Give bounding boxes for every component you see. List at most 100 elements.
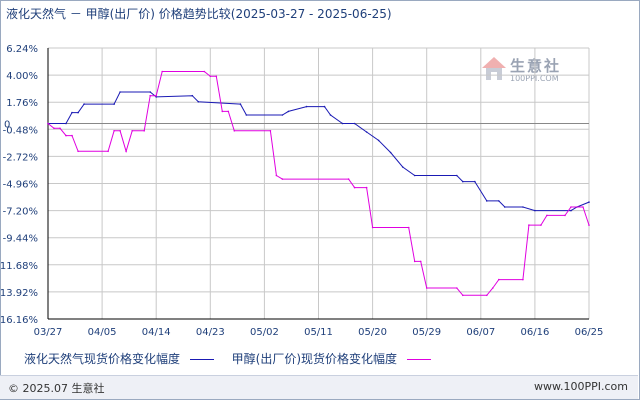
data-point-lng	[341, 122, 344, 125]
data-point-methanol	[462, 294, 464, 297]
chart-title: 液化天然气 － 甲醇(出厂价) 价格趋势比较(2025-03-27 - 2025…	[6, 7, 392, 21]
y-tick-label: -4.96%	[3, 180, 38, 191]
data-point-methanol	[47, 122, 49, 125]
data-point-methanol	[143, 130, 145, 132]
data-point-lng	[83, 103, 85, 105]
data-point-lng	[413, 174, 416, 177]
data-point-lng	[119, 91, 121, 93]
legend-item-lng: 液化天然气现货价格变化幅度	[24, 350, 214, 367]
data-point-methanol	[456, 287, 458, 289]
data-point-methanol	[155, 94, 157, 97]
data-point-lng	[323, 105, 326, 108]
data-point-lng	[149, 91, 151, 93]
data-point-lng	[155, 96, 157, 98]
data-point-lng	[245, 114, 248, 116]
data-point-methanol	[498, 278, 500, 281]
data-point-methanol	[59, 127, 61, 130]
data-point-methanol	[413, 260, 416, 263]
data-point-methanol	[582, 206, 584, 208]
x-tick-label: 05/20	[358, 327, 387, 338]
zero-label: 0	[4, 119, 10, 130]
y-tick-label: 1.76%	[6, 98, 38, 109]
watermark-url: 100PPI.COM	[510, 74, 559, 83]
legend-item-methanol: 甲醇(出厂价)现货价格变化幅度	[232, 350, 431, 367]
legend-label-lng: 液化天然气现货价格变化幅度	[24, 352, 181, 366]
data-point-lng	[401, 166, 404, 168]
data-point-lng	[570, 209, 572, 212]
data-point-methanol	[233, 130, 236, 132]
data-point-methanol	[564, 214, 566, 217]
x-tick-label: 06/07	[466, 327, 495, 338]
data-point-methanol	[71, 134, 73, 137]
y-tick-label: -2.72%	[3, 152, 38, 163]
data-point-lng	[287, 110, 290, 113]
data-point-lng	[197, 100, 200, 103]
x-tick-label: 06/16	[520, 327, 549, 338]
data-point-methanol	[419, 260, 422, 263]
data-point-lng	[389, 151, 392, 154]
y-tick-label: -0.48%	[3, 125, 38, 136]
data-point-lng	[588, 201, 590, 203]
data-point-methanol	[107, 150, 109, 153]
data-point-methanol	[407, 226, 410, 229]
y-tick-label: -7.20%	[3, 207, 38, 218]
site-url[interactable]: www.100PPI.com	[534, 380, 628, 393]
data-point-methanol	[353, 186, 356, 189]
data-point-methanol	[131, 130, 133, 132]
data-point-methanol	[215, 75, 218, 78]
x-tick-label: 06/25	[575, 327, 604, 338]
data-point-lng	[498, 200, 500, 202]
series-line-lng	[48, 91, 590, 212]
data-point-methanol	[161, 70, 163, 73]
data-point-lng	[305, 105, 308, 108]
data-point-methanol	[125, 150, 127, 153]
data-point-lng	[456, 174, 458, 177]
data-point-lng	[474, 180, 476, 183]
data-point-methanol	[540, 224, 542, 226]
data-point-lng	[239, 103, 242, 105]
legend: 液化天然气现货价格变化幅度 甲醇(出厂价)现货价格变化幅度	[24, 350, 445, 367]
y-tick-label: 4.00%	[6, 71, 38, 82]
data-point-lng	[462, 180, 464, 183]
data-point-methanol	[119, 130, 121, 132]
data-point-methanol	[77, 150, 79, 153]
data-point-lng	[534, 209, 536, 212]
x-tick-label: 04/05	[88, 327, 117, 338]
data-point-lng	[377, 139, 380, 142]
x-tick-label: 05/11	[304, 327, 333, 338]
data-point-lng	[522, 206, 524, 208]
data-point-lng	[329, 114, 332, 116]
data-point-methanol	[492, 287, 494, 289]
x-tick-label: 04/14	[142, 327, 171, 338]
data-point-methanol	[546, 214, 548, 217]
x-tick-label: 05/29	[412, 327, 441, 338]
data-point-methanol	[281, 178, 284, 180]
data-point-methanol	[570, 206, 572, 208]
legend-swatch-lng	[189, 359, 214, 360]
footer: © 2025.07 生意社 www.100PPI.com	[0, 375, 638, 399]
x-tick-label: 03/27	[34, 327, 63, 338]
copyright-text: © 2025.07 生意社	[8, 382, 105, 395]
data-point-methanol	[65, 134, 67, 137]
data-point-methanol	[275, 174, 278, 177]
data-point-lng	[353, 122, 356, 125]
data-point-methanol	[365, 186, 368, 189]
data-point-lng	[486, 200, 488, 202]
data-point-methanol	[347, 178, 350, 180]
data-point-methanol	[528, 224, 530, 226]
data-point-methanol	[522, 278, 524, 281]
data-point-methanol	[425, 287, 428, 289]
data-point-lng	[113, 103, 115, 105]
data-point-methanol	[149, 94, 151, 97]
y-tick-label: -11.68%	[0, 261, 38, 272]
data-point-lng	[77, 111, 79, 114]
data-point-methanol	[53, 127, 55, 130]
data-point-methanol	[371, 226, 374, 229]
y-tick-label: -9.44%	[3, 234, 38, 245]
y-tick-label: 6.24%	[6, 44, 38, 55]
data-point-methanol	[588, 224, 590, 226]
data-point-methanol	[113, 130, 115, 132]
data-point-lng	[281, 114, 284, 116]
data-point-methanol	[227, 110, 230, 113]
